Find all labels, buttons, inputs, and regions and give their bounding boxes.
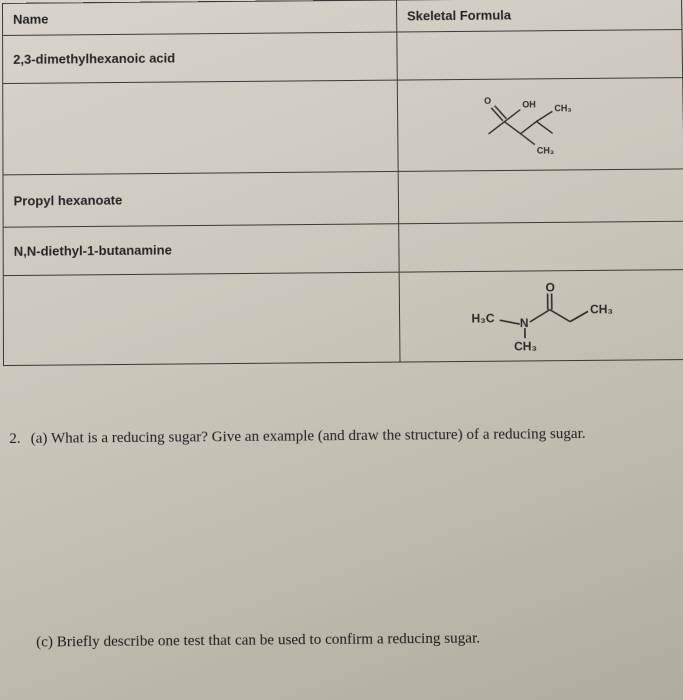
ch3bot-label: CH₃ xyxy=(514,339,537,353)
q2-number: 2. xyxy=(9,429,20,451)
row3-formula xyxy=(398,169,683,224)
row4-name: N,N-diethyl-1-butanamine xyxy=(3,224,399,276)
row1-name: 2,3-dimethylhexanoic acid xyxy=(3,32,398,84)
header-name: Name xyxy=(2,0,396,35)
row3-name: Propyl hexanoate xyxy=(3,171,399,227)
structure2-svg: H₃C N O CH₃ CH₃ xyxy=(457,279,629,353)
ch3b-label: CH₃ xyxy=(537,145,554,155)
structure1-svg: O OH CH₃ CH₃ xyxy=(470,87,611,163)
chemistry-table: Name Skeletal Formula 2,3-dimethylhexano… xyxy=(2,0,683,366)
row1-formula xyxy=(397,30,683,81)
row5-formula: H₃C N O CH₃ CH₃ xyxy=(399,270,683,362)
row2-formula: O OH CH₃ CH₃ xyxy=(397,78,683,172)
row5-name xyxy=(3,272,400,365)
row2-name xyxy=(3,80,398,175)
n-label: N xyxy=(520,316,529,330)
o-label: O xyxy=(484,96,491,106)
q2a-text: (a) What is a reducing sugar? Give an ex… xyxy=(31,423,682,451)
question-2c: (c) Briefly describe one test that can b… xyxy=(36,628,683,651)
o2-label: O xyxy=(545,280,555,294)
header-formula: Skeletal Formula xyxy=(396,0,682,32)
ch3a-label: CH₃ xyxy=(554,103,571,113)
ch3top-label: CH₃ xyxy=(590,302,613,316)
row4-formula xyxy=(398,221,683,272)
oh-label: OH xyxy=(522,99,536,109)
question-2a: 2. (a) What is a reducing sugar? Give an… xyxy=(9,423,681,451)
q2c-text: (c) Briefly describe one test that can b… xyxy=(36,630,480,650)
h3c-label: H₃C xyxy=(471,311,494,325)
